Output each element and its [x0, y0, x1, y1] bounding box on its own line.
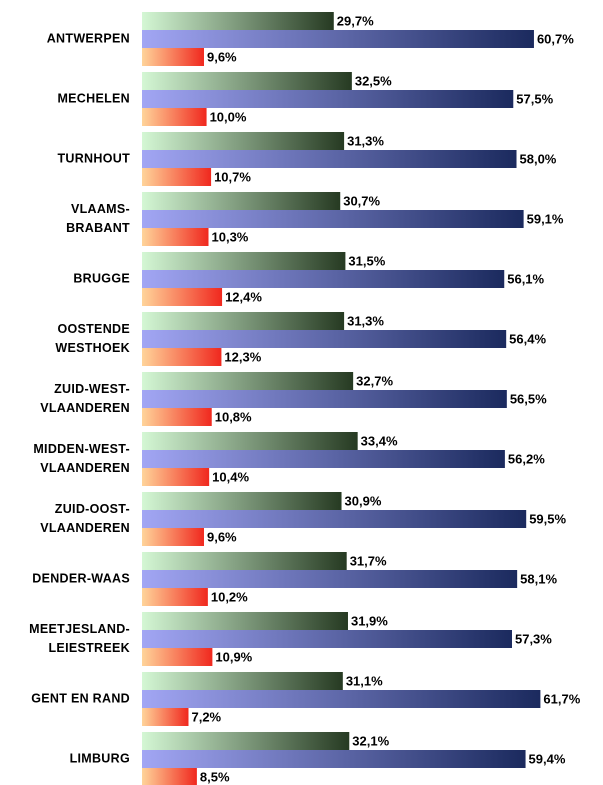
- value-label: 59,5%: [529, 511, 566, 526]
- category-label: DENDER-WAAS: [32, 571, 130, 586]
- bar: [142, 510, 527, 528]
- value-label: 60,7%: [537, 31, 574, 46]
- value-label: 58,1%: [520, 571, 557, 586]
- bar: [142, 228, 209, 246]
- bar: [142, 312, 345, 330]
- bar: [142, 570, 518, 588]
- value-label: 30,9%: [345, 493, 382, 508]
- value-label: 59,4%: [529, 751, 566, 766]
- bar: [142, 732, 350, 750]
- category-label: GENT EN RAND: [31, 691, 130, 706]
- bar: [142, 12, 334, 30]
- bar: [142, 168, 212, 186]
- value-label: 10,9%: [215, 649, 252, 664]
- value-label: 33,4%: [361, 433, 398, 448]
- bar: [142, 348, 222, 366]
- bar: [142, 270, 505, 288]
- bar: [142, 528, 204, 546]
- bar: [142, 750, 526, 768]
- value-label: 12,3%: [224, 349, 261, 364]
- value-label: 56,5%: [510, 391, 547, 406]
- category-label: ZUID-OOST- VLAANDEREN: [40, 502, 130, 535]
- value-label: 10,2%: [211, 589, 248, 604]
- bar: [142, 108, 207, 126]
- bar: [142, 372, 354, 390]
- category-label: ANTWERPEN: [46, 31, 130, 46]
- value-label: 31,7%: [350, 553, 387, 568]
- bar: [142, 690, 541, 708]
- bar: [142, 492, 342, 510]
- value-label: 31,3%: [347, 133, 384, 148]
- bar: [142, 768, 197, 785]
- value-label: 56,2%: [508, 451, 545, 466]
- category-label: MIDDEN-WEST- VLAANDEREN: [33, 442, 130, 475]
- bar: [142, 390, 507, 408]
- value-label: 12,4%: [225, 289, 262, 304]
- value-label: 10,3%: [212, 229, 249, 244]
- value-label: 61,7%: [543, 691, 580, 706]
- bar: [142, 330, 507, 348]
- category-label: MEETJESLAND- LEIESTREEK: [29, 622, 130, 655]
- value-label: 10,7%: [214, 169, 251, 184]
- value-label: 56,4%: [509, 331, 546, 346]
- bar: [142, 48, 204, 66]
- bar: [142, 90, 514, 108]
- value-label: 57,3%: [515, 631, 552, 646]
- value-label: 30,7%: [343, 193, 380, 208]
- bar: [142, 612, 348, 630]
- value-label: 10,0%: [210, 109, 247, 124]
- value-label: 31,5%: [348, 253, 385, 268]
- category-label: TURNHOUT: [57, 151, 130, 166]
- bar: [142, 132, 345, 150]
- bar: [142, 468, 210, 486]
- bar: [142, 72, 352, 90]
- bar: [142, 552, 347, 570]
- value-label: 57,5%: [516, 91, 553, 106]
- value-label: 10,8%: [215, 409, 252, 424]
- bar: [142, 210, 524, 228]
- bar: [142, 588, 208, 606]
- value-label: 31,3%: [347, 313, 384, 328]
- bar: [142, 672, 343, 690]
- value-label: 31,1%: [346, 673, 383, 688]
- bar: [142, 432, 358, 450]
- value-label: 10,4%: [212, 469, 249, 484]
- value-label: 32,1%: [352, 733, 389, 748]
- value-label: 7,2%: [191, 709, 221, 724]
- value-label: 32,7%: [356, 373, 393, 388]
- bar: [142, 252, 346, 270]
- category-label: BRUGGE: [73, 271, 130, 286]
- bar: [142, 450, 505, 468]
- bar: [142, 408, 212, 426]
- bar: [142, 630, 512, 648]
- bar: [142, 192, 341, 210]
- bar: [142, 708, 189, 726]
- category-label: MECHELEN: [57, 91, 130, 106]
- value-label: 59,1%: [527, 211, 564, 226]
- bar: [142, 30, 534, 48]
- value-label: 32,5%: [355, 73, 392, 88]
- category-label: LIMBURG: [69, 751, 130, 766]
- value-label: 31,9%: [351, 613, 388, 628]
- value-label: 29,7%: [337, 13, 374, 28]
- category-label: VLAAMS- BRABANT: [66, 202, 130, 235]
- bar: [142, 648, 213, 666]
- category-label: ZUID-WEST- VLAANDEREN: [40, 382, 130, 415]
- category-label: OOSTENDE WESTHOEK: [55, 322, 130, 355]
- value-label: 58,0%: [520, 151, 557, 166]
- bar: [142, 288, 223, 306]
- value-label: 9,6%: [207, 529, 237, 544]
- value-label: 8,5%: [200, 769, 230, 784]
- value-label: 9,6%: [207, 49, 237, 64]
- value-label: 56,1%: [507, 271, 544, 286]
- bar: [142, 150, 517, 168]
